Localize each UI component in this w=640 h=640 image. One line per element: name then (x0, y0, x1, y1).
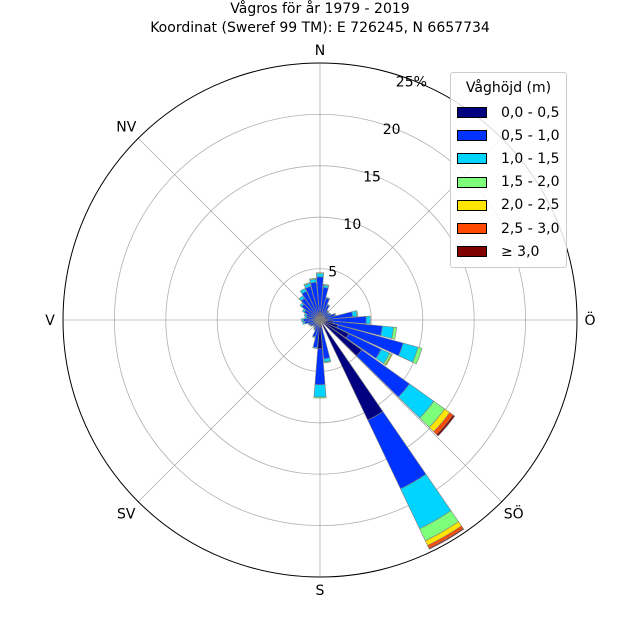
sector-bar-segment (311, 335, 316, 339)
legend-label: 1,5 - 2,0 (501, 174, 560, 191)
legend: Våghöjd (m) 0,0 - 0,5 0,5 - 1,0 1,0 - 1,5 1… (450, 72, 567, 268)
direction-label: SÖ (504, 505, 524, 523)
legend-label: 1,0 - 1,5 (501, 150, 560, 167)
direction-label: NV (116, 119, 136, 135)
direction-label: N (315, 43, 325, 59)
grid-spoke (137, 319, 321, 503)
sector-bar-segment (323, 283, 330, 287)
sector-bar-segment (428, 527, 465, 550)
direction-label: S (316, 583, 325, 599)
legend-label: 2,5 - 3,0 (501, 220, 560, 237)
sector-bar-segment (326, 303, 331, 307)
sector-bar-segment (323, 360, 332, 364)
legend-entry: 2,0 - 2,5 (451, 194, 566, 217)
direction-label: SV (117, 507, 136, 523)
radial-tick-label: 5 (328, 265, 337, 281)
legend-entry: 1,5 - 2,0 (451, 171, 566, 194)
sector-bar-segment (313, 328, 316, 331)
sector-bar-segment (309, 277, 317, 281)
sector-bar-segment (380, 325, 395, 339)
sector-bar-segment (315, 272, 325, 275)
sector-bar-segment (436, 414, 456, 437)
sector-bar-segment (298, 295, 305, 302)
legend-swatch (457, 223, 487, 235)
sector-bar-segment (316, 273, 324, 278)
sector-bar-segment (412, 346, 423, 365)
legend-label: 2,0 - 2,5 (501, 197, 560, 214)
legend-label: 0,5 - 1,0 (501, 127, 560, 144)
direction-label: Ö (584, 311, 595, 329)
legend-swatch (457, 107, 487, 119)
title-line-1: Vågros för år 1979 - 2019 (230, 1, 410, 17)
legend-label: 0,0 - 0,5 (501, 104, 560, 121)
radial-tick-label: 10 (343, 217, 361, 233)
sector-bar-segment (391, 326, 398, 340)
sector-bar-segment (299, 288, 307, 295)
sector-bar-segment (307, 322, 311, 326)
sector-bar-segment (301, 318, 304, 322)
legend-entry: 1,0 - 1,5 (451, 147, 566, 170)
legend-entry: 2,5 - 3,0 (451, 217, 566, 240)
sector-bar-segment (384, 353, 393, 366)
radial-tick-label: 20 (383, 122, 401, 138)
sector-bar-segment (299, 302, 305, 308)
chart-title: Vågros för år 1979 - 2019 Koordinat (Swe… (0, 0, 640, 38)
legend-swatch (457, 176, 487, 188)
legend-swatch (457, 199, 487, 211)
legend-entry: 0,5 - 1,0 (451, 124, 566, 147)
sector-bar-segment (303, 281, 311, 286)
legend-title: Våghöjd (m) (465, 80, 552, 96)
radial-tick-label: 25% (396, 75, 427, 91)
sector-bar-segment (313, 384, 327, 398)
sector-bar-segment (325, 296, 331, 300)
sector-bar-segment (365, 315, 371, 325)
outer-frame (62, 62, 578, 578)
legend-swatch (457, 246, 487, 258)
sector-bar-segment (301, 308, 307, 313)
legend-entry: ≥ 3,0 (451, 240, 566, 263)
legend-swatch (457, 153, 487, 165)
sector-bar-segment (302, 321, 306, 325)
sector-bars (298, 272, 465, 550)
radial-tick-label: 15 (363, 170, 381, 186)
legend-entry: 0,0 - 0,5 (451, 101, 566, 124)
sector-bar-segment (367, 411, 427, 490)
sector-bar-segment (313, 396, 327, 399)
legend-label: ≥ 3,0 (501, 243, 540, 260)
sector-bar-segment (355, 310, 359, 317)
polar-grid (62, 62, 578, 578)
title-line-2: Koordinat (Sweref 99 TM): E 726245, N 66… (150, 20, 490, 36)
grid-spoke (319, 319, 503, 503)
grid-spoke (137, 137, 321, 321)
sector-bar-segment (326, 309, 330, 313)
legend-swatch (457, 130, 487, 142)
direction-label: V (45, 313, 55, 329)
sector-bar-segment (312, 346, 318, 349)
